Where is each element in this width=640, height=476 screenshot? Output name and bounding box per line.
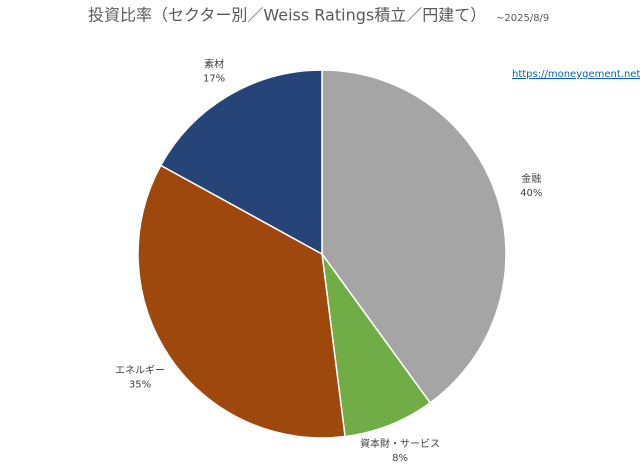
slice-value-label: 8% <box>392 453 408 464</box>
slice-value-label: 35% <box>129 380 151 391</box>
source-link[interactable]: https://moneygement.net <box>512 69 640 80</box>
pie-slice <box>321 253 432 438</box>
slice-label: エネルギー <box>115 365 165 377</box>
pie-slice <box>159 69 323 256</box>
slice-label: 金融 <box>521 172 541 185</box>
pie-slice <box>321 69 507 404</box>
slice-value-label: 17% <box>203 74 225 85</box>
slice-label: 資本財・サービス <box>360 437 440 450</box>
slice-label: 素材 <box>204 58 224 71</box>
pie-slice <box>137 164 346 439</box>
slice-value-label: 40% <box>520 188 542 199</box>
chart-title: 投資比率（セクター別／Weiss Ratings積立／円建て） <box>88 6 486 25</box>
chart-subtitle: ~2025/8/9 <box>496 13 549 24</box>
